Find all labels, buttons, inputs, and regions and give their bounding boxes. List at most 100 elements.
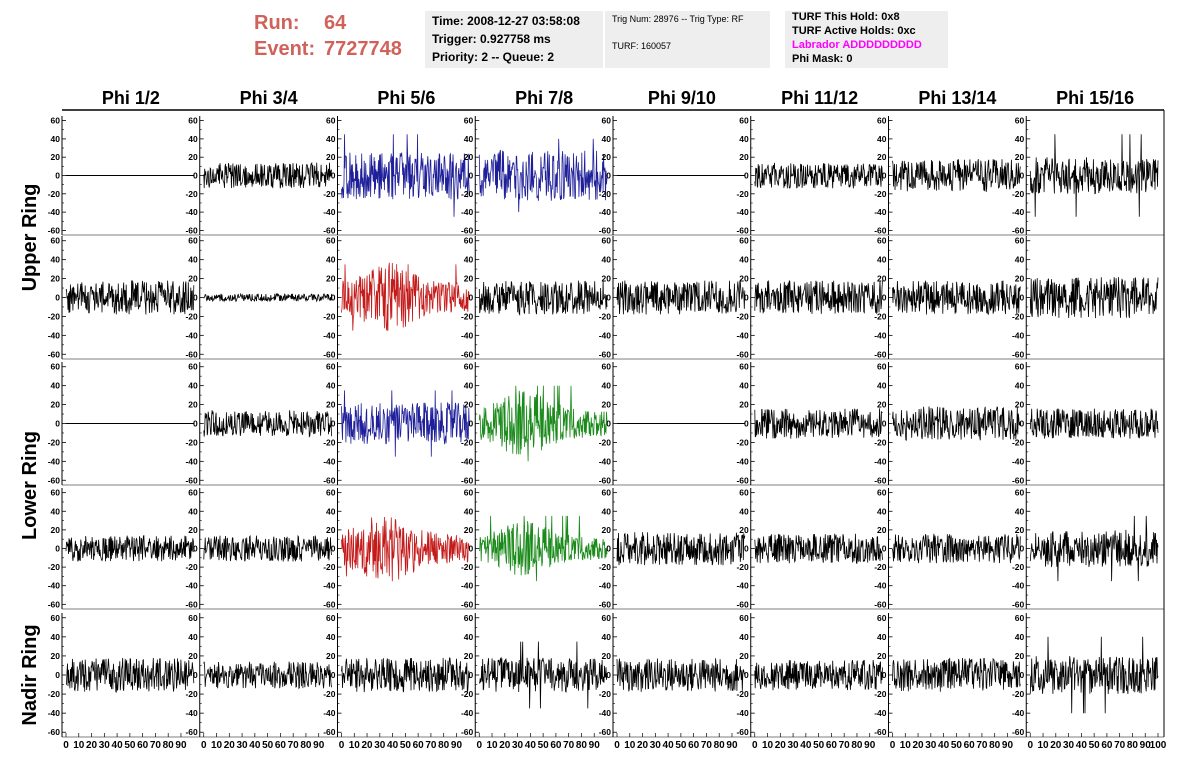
y-tick-label: -20 bbox=[736, 437, 749, 447]
x-tick-label: 80 bbox=[851, 740, 863, 751]
waveform-trace bbox=[478, 515, 608, 582]
run-event-header: Run: 64 Event: 7727748 bbox=[254, 10, 402, 62]
waveform-trace bbox=[754, 533, 883, 564]
y-tick-label: 0 bbox=[331, 670, 336, 680]
y-tick-label: 0 bbox=[193, 544, 198, 554]
y-tick-label: -60 bbox=[1012, 349, 1025, 359]
column-header: Phi 11/12 bbox=[781, 88, 858, 108]
y-tick-label: -60 bbox=[599, 225, 612, 235]
y-tick-label: 60 bbox=[464, 236, 474, 246]
y-tick-label: -20 bbox=[185, 189, 198, 199]
y-tick-label: 20 bbox=[1015, 525, 1025, 535]
y-tick-label: 60 bbox=[464, 116, 474, 126]
y-tick-label: 0 bbox=[606, 544, 611, 554]
y-tick-label: -60 bbox=[323, 727, 336, 737]
priority-text: Priority: 2 -- Queue: 2 bbox=[432, 50, 555, 64]
waveform-trace bbox=[1029, 636, 1159, 714]
y-tick-label: 60 bbox=[877, 236, 887, 246]
x-tick-label: 40 bbox=[800, 740, 812, 751]
waveform-trace bbox=[754, 162, 883, 189]
y-tick-label: -40 bbox=[185, 330, 198, 340]
y-tick-label: 20 bbox=[739, 274, 749, 284]
y-tick-label: 60 bbox=[188, 613, 198, 623]
waveform-trace bbox=[65, 280, 195, 315]
y-tick-label: -20 bbox=[185, 562, 198, 572]
y-tick-label: -60 bbox=[48, 727, 61, 737]
y-tick-label: 40 bbox=[326, 632, 336, 642]
x-tick-label: 20 bbox=[86, 740, 98, 751]
x-tick-label: 70 bbox=[1114, 740, 1126, 751]
y-tick-label: -60 bbox=[736, 599, 749, 609]
y-tick-label: 40 bbox=[877, 134, 887, 144]
y-tick-label: -40 bbox=[185, 708, 198, 718]
y-tick-label: -40 bbox=[48, 330, 61, 340]
x-tick-label: 50 bbox=[675, 740, 687, 751]
x-tick-label: 0 bbox=[752, 740, 758, 751]
y-tick-label: -40 bbox=[736, 456, 749, 466]
y-tick-label: 20 bbox=[1015, 400, 1025, 410]
y-tick-label: -40 bbox=[461, 456, 474, 466]
y-tick-label: 0 bbox=[469, 293, 474, 303]
y-tick-label: -20 bbox=[185, 311, 198, 321]
y-tick-label: 20 bbox=[188, 400, 198, 410]
waveform-trace bbox=[892, 657, 1021, 692]
y-tick-label: -40 bbox=[599, 581, 612, 591]
time-text: Time: 2008-12-27 03:58:08 bbox=[432, 14, 580, 28]
y-tick-label: 20 bbox=[464, 400, 474, 410]
y-tick-label: -20 bbox=[736, 562, 749, 572]
x-tick-label: 80 bbox=[1127, 740, 1139, 751]
y-tick-label: -60 bbox=[185, 727, 198, 737]
y-tick-label: -40 bbox=[874, 207, 887, 217]
y-tick-label: -40 bbox=[48, 708, 61, 718]
y-tick-label: 0 bbox=[193, 171, 198, 181]
y-tick-label: -20 bbox=[1012, 689, 1025, 699]
turf-this-hold-text: TURF This Hold: 0x8 bbox=[792, 11, 900, 23]
y-tick-label: -20 bbox=[599, 311, 612, 321]
y-tick-label: 60 bbox=[602, 116, 612, 126]
x-tick-label: 70 bbox=[839, 740, 851, 751]
event-label: Event: bbox=[254, 38, 316, 60]
y-tick-label: -60 bbox=[48, 475, 61, 485]
y-tick-label: -40 bbox=[599, 456, 612, 466]
y-tick-label: -60 bbox=[185, 225, 198, 235]
y-tick-label: 60 bbox=[326, 362, 336, 372]
y-tick-label: -20 bbox=[874, 311, 887, 321]
y-tick-label: -60 bbox=[185, 349, 198, 359]
y-tick-label: 60 bbox=[877, 488, 887, 498]
y-tick-label: 20 bbox=[877, 651, 887, 661]
y-tick-label: 40 bbox=[1015, 255, 1025, 265]
y-tick-label: 0 bbox=[55, 419, 60, 429]
y-tick-label: -20 bbox=[323, 311, 336, 321]
y-tick-label: 20 bbox=[602, 274, 612, 284]
y-tick-label: -20 bbox=[185, 437, 198, 447]
y-tick-label: 0 bbox=[1020, 670, 1025, 680]
y-tick-label: -20 bbox=[48, 437, 61, 447]
y-tick-label: -40 bbox=[461, 330, 474, 340]
y-tick-label: -20 bbox=[736, 311, 749, 321]
y-tick-label: 20 bbox=[188, 152, 198, 162]
y-tick-label: 40 bbox=[1015, 134, 1025, 144]
x-tick-label: 20 bbox=[224, 740, 236, 751]
trig-num-text: Trig Num: 28976 -- Trig Type: RF bbox=[612, 14, 744, 24]
y-tick-label: 40 bbox=[51, 506, 61, 516]
y-tick-label: 20 bbox=[188, 651, 198, 661]
x-tick-label: 90 bbox=[1002, 740, 1014, 751]
x-tick-label: 40 bbox=[663, 740, 675, 751]
y-tick-label: 60 bbox=[1015, 613, 1025, 623]
y-tick-label: 40 bbox=[739, 632, 749, 642]
y-tick-label: 60 bbox=[602, 613, 612, 623]
y-tick-label: 60 bbox=[51, 362, 61, 372]
y-tick-label: 20 bbox=[464, 274, 474, 284]
x-tick-label: 0 bbox=[1027, 740, 1033, 751]
x-tick-label: 10 bbox=[1037, 740, 1049, 751]
trig-num-panel: Trig Num: 28976 -- Trig Type: RF TURF: 1… bbox=[605, 11, 770, 68]
y-tick-label: 40 bbox=[188, 506, 198, 516]
y-tick-label: -40 bbox=[736, 581, 749, 591]
waveform-trace bbox=[1029, 408, 1159, 439]
y-tick-label: 40 bbox=[877, 381, 887, 391]
x-tick-label: 0 bbox=[476, 740, 482, 751]
y-tick-label: -60 bbox=[736, 225, 749, 235]
y-tick-label: 40 bbox=[464, 381, 474, 391]
row-label: Nadir Ring bbox=[19, 624, 41, 725]
x-tick-label: 20 bbox=[637, 740, 649, 751]
